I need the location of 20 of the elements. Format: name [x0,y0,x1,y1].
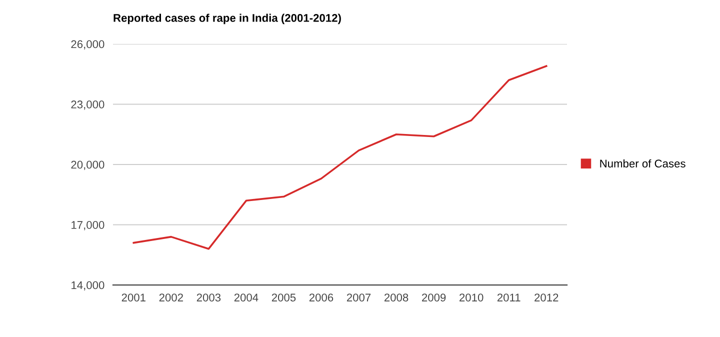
x-tick-label: 2001 [122,294,146,302]
x-tick-label: 2002 [159,294,183,302]
line-series [132,65,548,250]
y-tick-label: 26,000 [71,40,104,50]
y-tick-label: 20,000 [71,160,104,170]
chart-title: Reported cases of rape in India (2001-2012) [114,14,341,24]
legend-label: Number of Cases [600,159,686,168]
x-tick-label: 2012 [534,294,558,302]
y-tick-label: 14,000 [72,281,104,290]
x-tick-label: 2011 [497,294,520,302]
x-tick-label: 2005 [272,294,296,302]
x-tick-label: 2003 [196,294,221,302]
x-tick-label: 2006 [309,294,334,302]
x-tick-label: 2008 [384,294,408,302]
x-tick-label: 2004 [234,294,258,302]
x-tick-label: 2007 [346,294,371,302]
x-tick-label: 2009 [422,294,446,302]
y-tick-label: 17,000 [72,221,104,230]
y-tick-label: 23,000 [71,100,104,110]
x-tick-label: 2010 [460,294,484,302]
